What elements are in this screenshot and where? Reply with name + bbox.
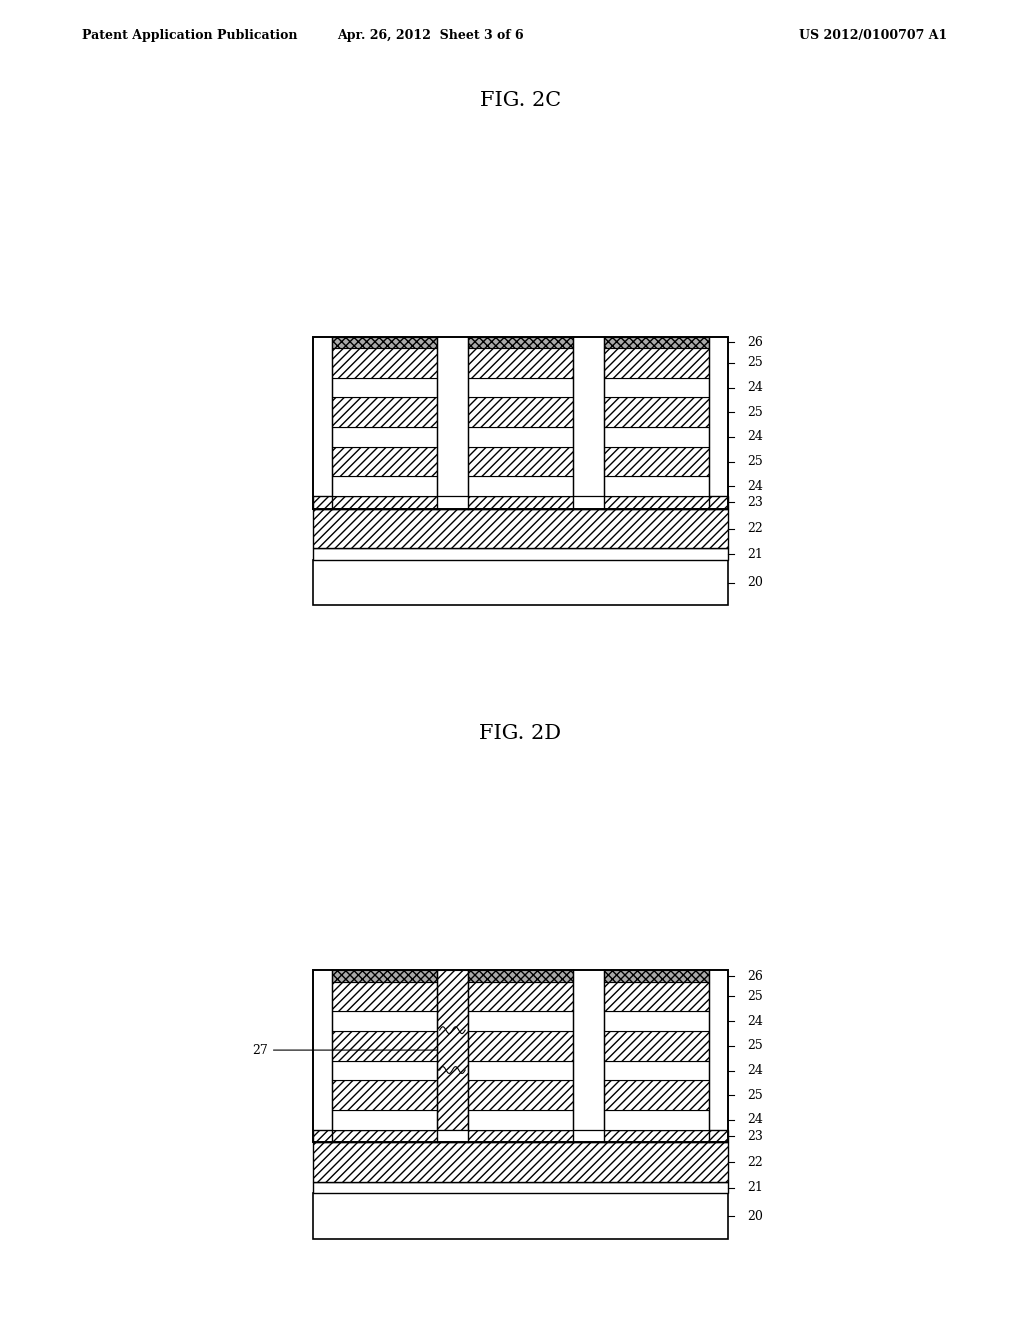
Bar bbox=[468, 337, 573, 348]
Bar bbox=[437, 1130, 468, 1142]
Bar bbox=[332, 970, 437, 982]
Text: 24: 24 bbox=[748, 1015, 764, 1028]
Bar bbox=[468, 348, 573, 378]
Text: 26: 26 bbox=[748, 969, 764, 982]
Bar bbox=[332, 337, 437, 348]
Bar bbox=[468, 970, 573, 982]
Bar bbox=[332, 477, 437, 496]
Text: 22: 22 bbox=[748, 523, 763, 535]
Bar bbox=[604, 426, 710, 447]
Bar bbox=[604, 1011, 710, 1031]
Text: US 2012/0100707 A1: US 2012/0100707 A1 bbox=[799, 29, 947, 42]
Text: 21: 21 bbox=[748, 548, 764, 561]
Bar bbox=[604, 348, 710, 378]
Bar bbox=[604, 477, 710, 496]
Bar bbox=[313, 549, 728, 560]
Bar bbox=[468, 426, 573, 447]
Bar bbox=[332, 426, 437, 447]
Bar bbox=[604, 1031, 710, 1060]
Bar bbox=[313, 970, 728, 1142]
Text: 25: 25 bbox=[748, 1089, 763, 1102]
Text: 23: 23 bbox=[748, 1130, 764, 1143]
Text: FIG. 2C: FIG. 2C bbox=[480, 91, 561, 110]
Bar bbox=[313, 496, 728, 508]
Bar bbox=[604, 982, 710, 1011]
Bar bbox=[332, 447, 437, 477]
Bar bbox=[468, 447, 573, 477]
Bar bbox=[604, 447, 710, 477]
Text: 25: 25 bbox=[748, 405, 763, 418]
Bar bbox=[332, 1031, 437, 1060]
Bar bbox=[332, 397, 437, 426]
Text: 27: 27 bbox=[252, 1044, 437, 1056]
Bar bbox=[604, 1110, 710, 1130]
Bar bbox=[573, 1130, 604, 1142]
Text: 25: 25 bbox=[748, 990, 763, 1003]
Text: Patent Application Publication: Patent Application Publication bbox=[82, 29, 297, 42]
Text: 22: 22 bbox=[748, 1156, 763, 1168]
Bar bbox=[313, 560, 728, 605]
Bar bbox=[313, 1142, 728, 1183]
Bar bbox=[332, 982, 437, 1011]
Text: 25: 25 bbox=[748, 356, 763, 370]
Text: 25: 25 bbox=[748, 455, 763, 469]
Bar bbox=[468, 477, 573, 496]
Bar bbox=[468, 1110, 573, 1130]
Text: 20: 20 bbox=[748, 1209, 764, 1222]
Text: 25: 25 bbox=[748, 1039, 763, 1052]
Bar bbox=[332, 348, 437, 378]
Text: 24: 24 bbox=[748, 381, 764, 395]
Bar bbox=[468, 1031, 573, 1060]
Text: 24: 24 bbox=[748, 1113, 764, 1126]
Bar bbox=[437, 496, 468, 508]
Bar bbox=[332, 1060, 437, 1081]
Bar bbox=[604, 1081, 710, 1110]
Text: 26: 26 bbox=[748, 335, 764, 348]
Bar bbox=[332, 1110, 437, 1130]
Text: FIG. 2D: FIG. 2D bbox=[479, 725, 561, 743]
Bar bbox=[437, 1130, 468, 1142]
Bar bbox=[468, 378, 573, 397]
Text: 23: 23 bbox=[748, 496, 764, 510]
Bar bbox=[604, 397, 710, 426]
Bar bbox=[604, 1060, 710, 1081]
Bar bbox=[332, 378, 437, 397]
Bar bbox=[437, 970, 468, 1130]
Text: 24: 24 bbox=[748, 430, 764, 444]
Bar bbox=[468, 1011, 573, 1031]
Bar bbox=[468, 397, 573, 426]
Bar bbox=[437, 337, 468, 496]
Bar bbox=[313, 1130, 728, 1142]
Bar bbox=[313, 337, 728, 508]
Bar bbox=[468, 982, 573, 1011]
Text: 24: 24 bbox=[748, 1064, 764, 1077]
Bar bbox=[313, 1193, 728, 1238]
Bar bbox=[332, 1011, 437, 1031]
Bar bbox=[604, 970, 710, 982]
Bar bbox=[573, 496, 604, 508]
Bar bbox=[468, 1060, 573, 1081]
Text: 21: 21 bbox=[748, 1181, 764, 1195]
Bar bbox=[313, 508, 728, 549]
Bar bbox=[332, 1081, 437, 1110]
Bar bbox=[468, 1081, 573, 1110]
Bar bbox=[604, 337, 710, 348]
Text: 24: 24 bbox=[748, 479, 764, 492]
Bar bbox=[604, 378, 710, 397]
Text: 20: 20 bbox=[748, 576, 764, 589]
Bar bbox=[573, 337, 604, 496]
Bar bbox=[313, 1183, 728, 1193]
Text: Apr. 26, 2012  Sheet 3 of 6: Apr. 26, 2012 Sheet 3 of 6 bbox=[337, 29, 523, 42]
Bar bbox=[573, 970, 604, 1130]
